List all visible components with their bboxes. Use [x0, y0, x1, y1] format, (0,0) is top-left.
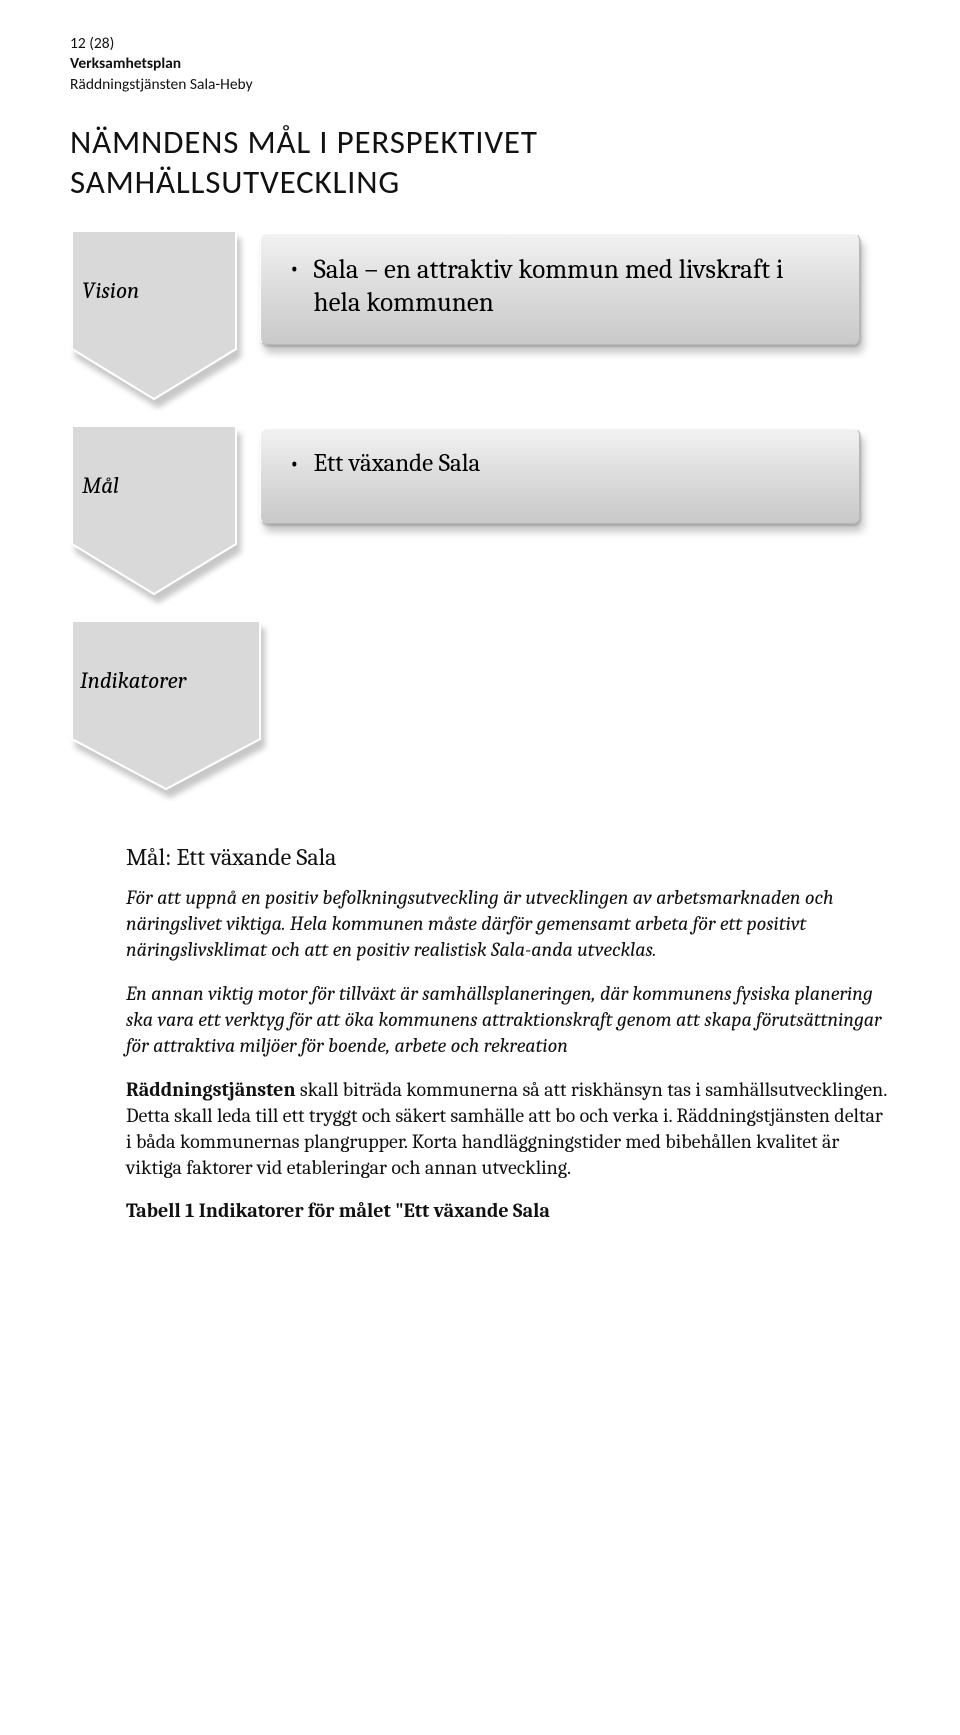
diagram-row-indicator: Indikatorer — [70, 619, 890, 787]
diagram-row-vision: Vision • Sala – en attraktiv kommun med … — [70, 229, 890, 397]
indicator-chevron: Indikatorer — [70, 619, 238, 787]
paragraph-2: En annan viktig motor för tillväxt är sa… — [126, 981, 890, 1059]
goal-chevron: Mål — [70, 424, 238, 592]
vision-goal-diagram: Vision • Sala – en attraktiv kommun med … — [70, 229, 890, 799]
diagram-row-goal: Mål • Ett växande Sala — [70, 424, 890, 592]
table-caption: Tabell 1 Indikatorer för målet "Ett växa… — [126, 1199, 890, 1222]
paragraph-3-lead: Räddningstjänsten — [126, 1078, 296, 1101]
goal-bullet-row: • Ett växande Sala — [289, 449, 835, 480]
vision-label: Vision — [82, 277, 234, 304]
goal-heading: Mål: Ett växande Sala — [126, 843, 890, 871]
bullet-icon: • — [289, 256, 300, 280]
chevron-down-icon — [70, 619, 270, 801]
goal-label: Mål — [82, 472, 234, 499]
section-title-line1: NÄMNDENS MÅL I PERSPEKTIVET — [70, 122, 538, 162]
indicator-label: Indikatorer — [80, 667, 260, 694]
bullet-icon: • — [289, 451, 300, 475]
goal-bullet-text: Ett växande Sala — [314, 449, 481, 480]
vision-panel: • Sala – en attraktiv kommun med livskra… — [260, 233, 860, 345]
paragraph-1: För att uppnå en positiv befolkningsutve… — [126, 885, 890, 963]
header-title: Verksamhetsplan — [70, 54, 890, 73]
goal-panel: • Ett växande Sala — [260, 428, 860, 524]
document-page: 12 (28) Verksamhetsplan Räddningstjänste… — [0, 0, 960, 1282]
chevron-down-icon — [70, 424, 246, 606]
vision-bullet-text: Sala – en attraktiv kommun med livskraft… — [314, 254, 835, 320]
vision-chevron: Vision — [70, 229, 238, 397]
vision-bullet-row: • Sala – en attraktiv kommun med livskra… — [289, 254, 835, 320]
page-number: 12 (28) — [70, 34, 890, 53]
paragraph-3: Räddningstjänsten skall biträda kommuner… — [126, 1077, 890, 1181]
section-title-line2: SAMHÄLLSUTVECKLING — [70, 162, 400, 202]
section-title: NÄMNDENS MÅL I PERSPEKTIVET SAMHÄLLSUTVE… — [70, 122, 890, 203]
chevron-down-icon — [70, 229, 246, 411]
header-subtitle: Räddningstjänsten Sala-Heby — [70, 75, 890, 94]
body-text: Mål: Ett växande Sala För att uppnå en p… — [126, 843, 890, 1222]
